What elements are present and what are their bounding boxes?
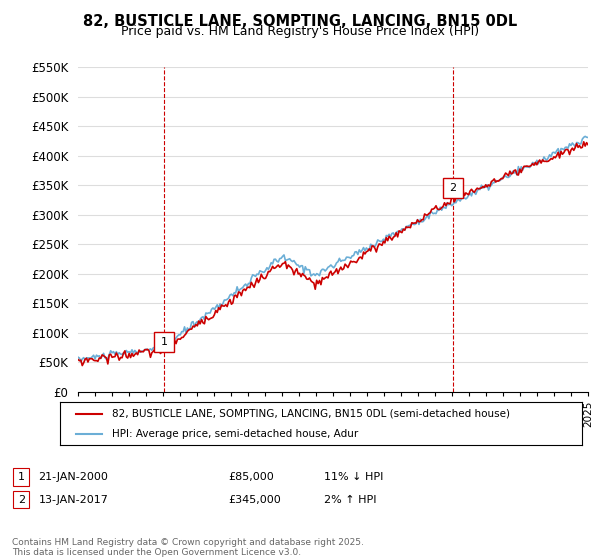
Text: £345,000: £345,000 [228, 494, 281, 505]
Text: 2% ↑ HPI: 2% ↑ HPI [324, 494, 377, 505]
Text: 1: 1 [18, 472, 25, 482]
Text: 21-JAN-2000: 21-JAN-2000 [38, 472, 108, 482]
Text: HPI: Average price, semi-detached house, Adur: HPI: Average price, semi-detached house,… [112, 430, 358, 439]
Text: 82, BUSTICLE LANE, SOMPTING, LANCING, BN15 0DL: 82, BUSTICLE LANE, SOMPTING, LANCING, BN… [83, 14, 517, 29]
Text: 13-JAN-2017: 13-JAN-2017 [38, 494, 108, 505]
Text: 1: 1 [160, 337, 167, 347]
Text: Price paid vs. HM Land Registry's House Price Index (HPI): Price paid vs. HM Land Registry's House … [121, 25, 479, 38]
Text: 2: 2 [449, 183, 456, 193]
Text: 82, BUSTICLE LANE, SOMPTING, LANCING, BN15 0DL (semi-detached house): 82, BUSTICLE LANE, SOMPTING, LANCING, BN… [112, 409, 510, 419]
Text: Contains HM Land Registry data © Crown copyright and database right 2025.
This d: Contains HM Land Registry data © Crown c… [12, 538, 364, 557]
Text: 2: 2 [18, 494, 25, 505]
Text: 11% ↓ HPI: 11% ↓ HPI [324, 472, 383, 482]
Text: £85,000: £85,000 [228, 472, 274, 482]
